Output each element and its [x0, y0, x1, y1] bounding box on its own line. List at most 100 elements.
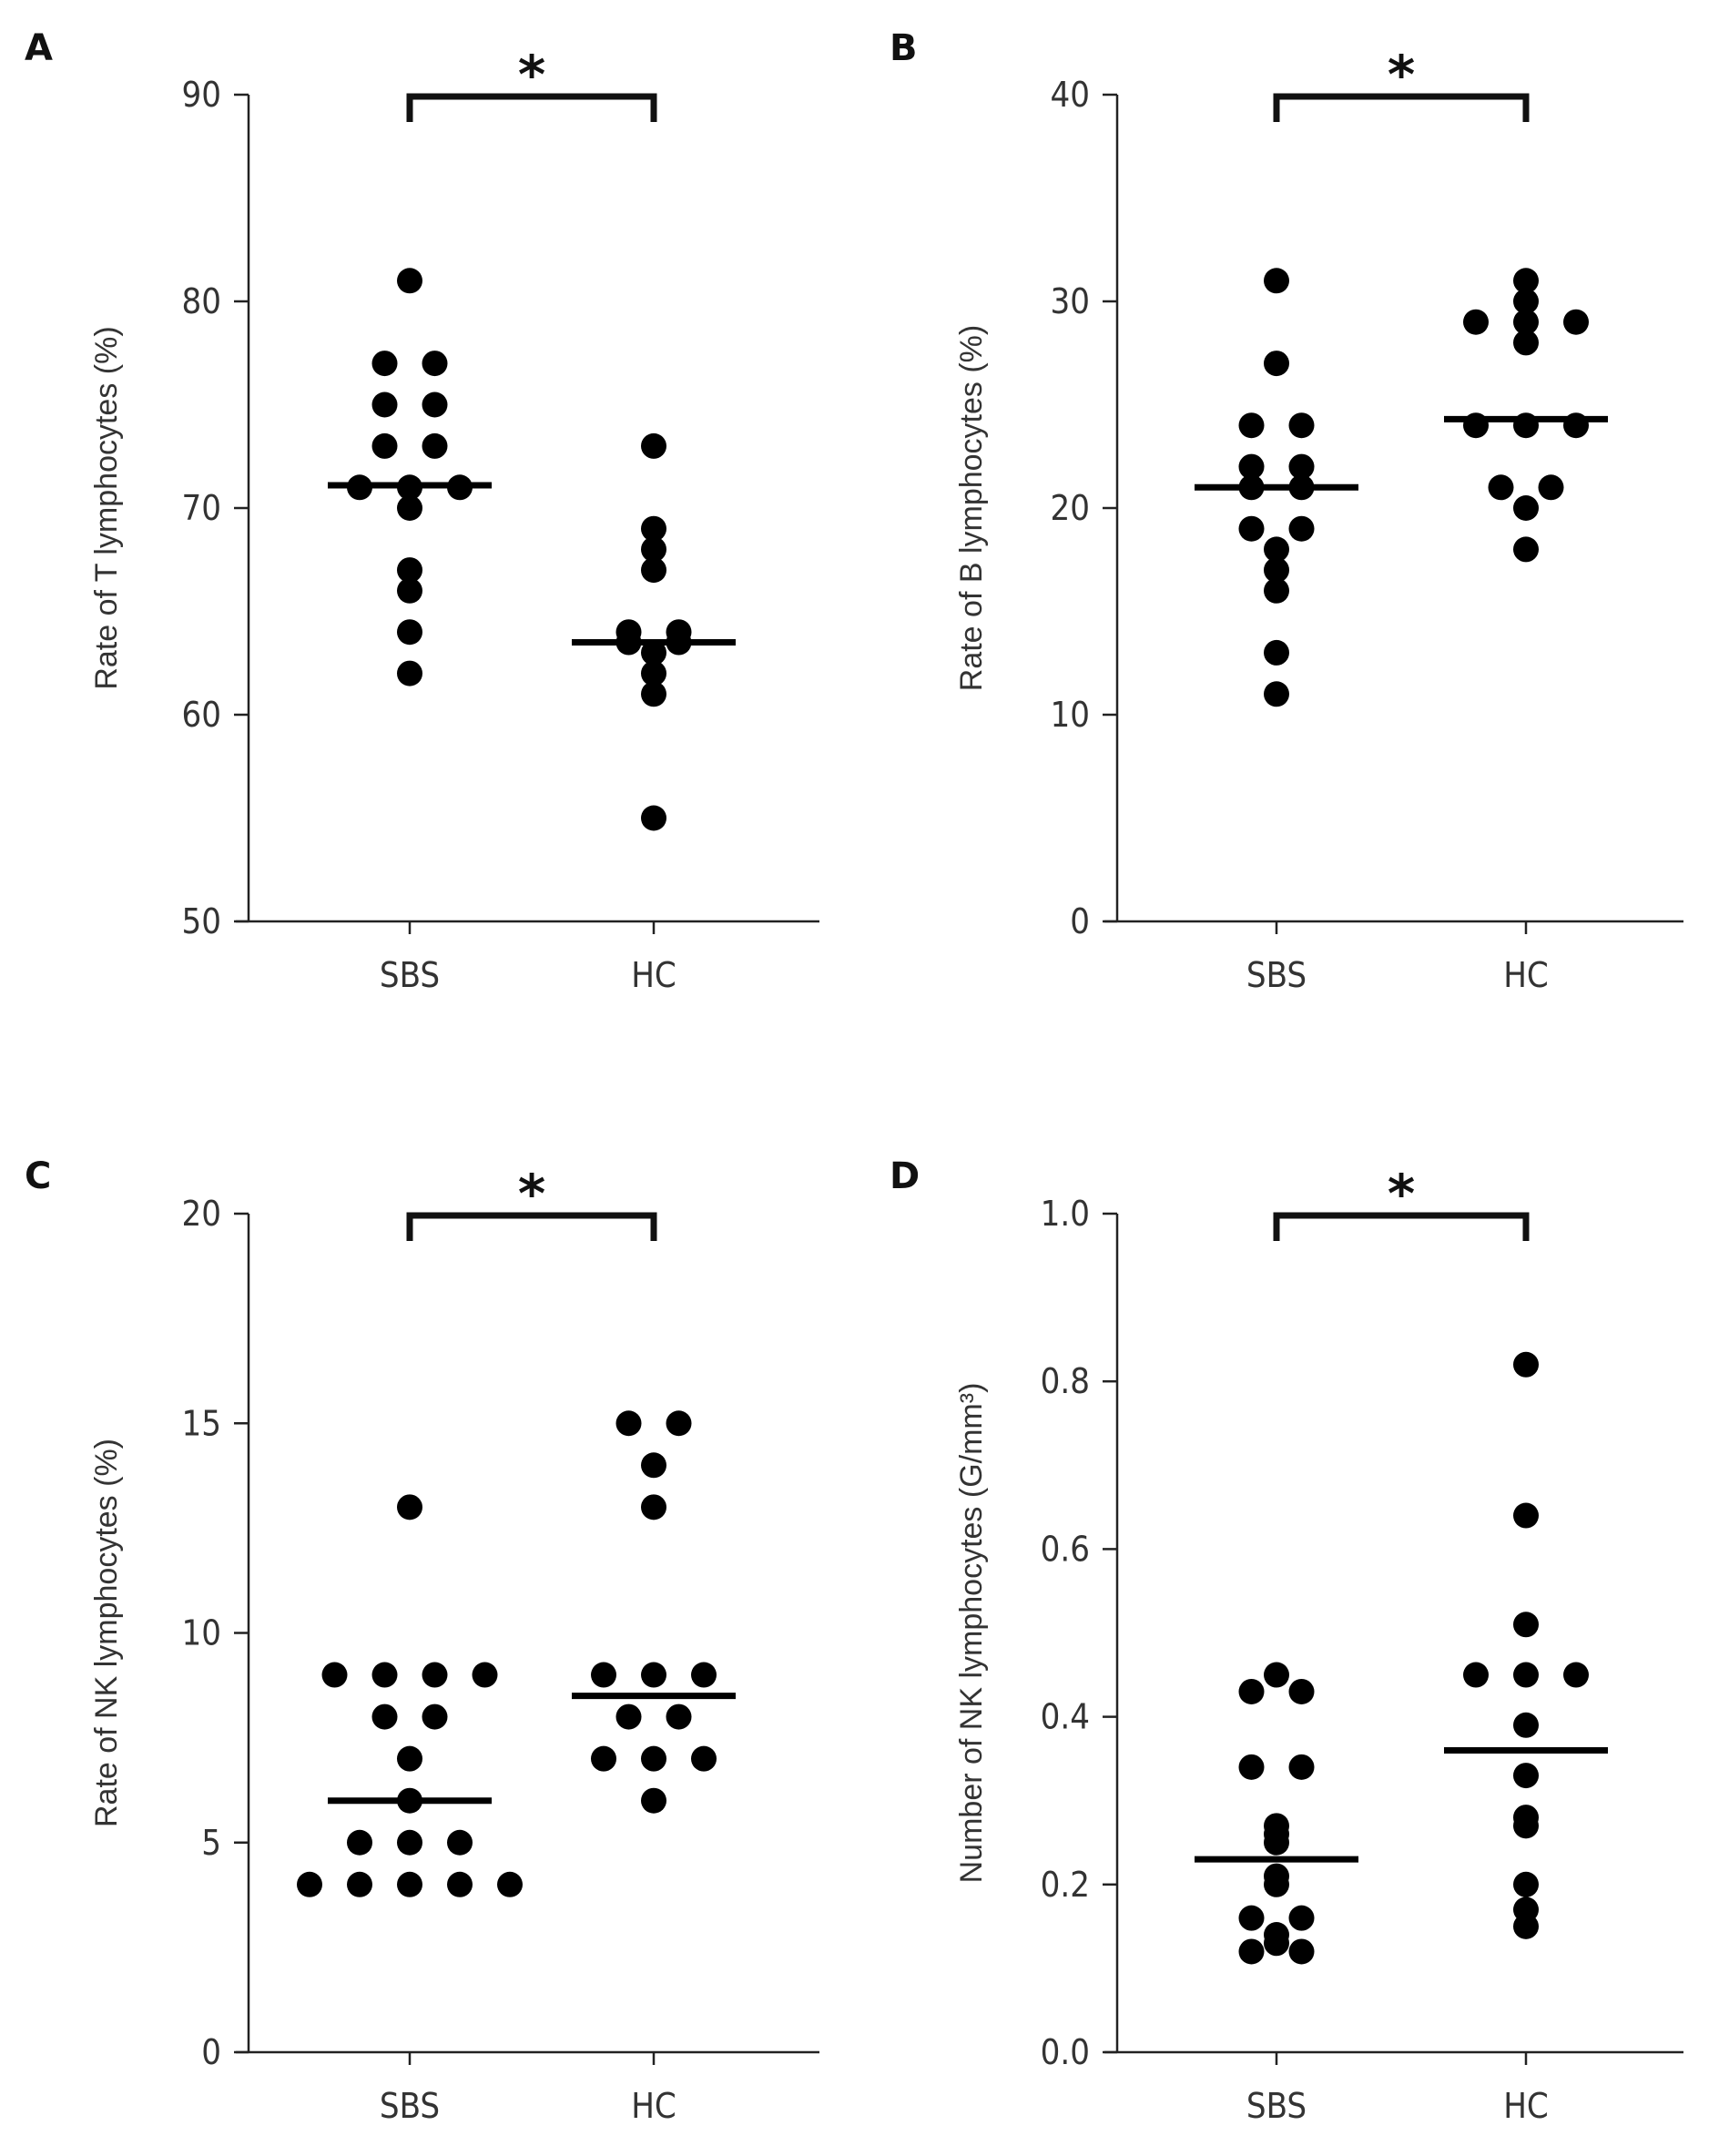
data-point-sbs — [1264, 639, 1289, 666]
significance-bracket — [1273, 1212, 1530, 1241]
data-point-hc — [691, 1662, 717, 1688]
y-tick-label: 0.0 — [1041, 2032, 1090, 2072]
y-tick-label: 0 — [1070, 901, 1090, 941]
data-point-hc — [641, 557, 666, 584]
y-axis-title: Rate of NK lymphocytes (%) — [89, 1439, 124, 1827]
data-point-sbs — [297, 1871, 322, 1897]
data-point-hc — [641, 1787, 666, 1814]
significance-star: * — [1388, 1163, 1415, 1225]
data-point-hc — [1513, 268, 1539, 294]
significance-bracket — [1273, 93, 1530, 122]
data-point-hc — [1513, 1813, 1539, 1839]
data-point-sbs — [1264, 351, 1289, 377]
y-tick-label: 50 — [182, 901, 222, 941]
y-axis-title: Rate of T lymphocytes (%) — [89, 326, 124, 689]
y-tick-label: 30 — [1051, 281, 1091, 321]
data-point-sbs — [1264, 1930, 1289, 1957]
data-point-sbs — [397, 1871, 422, 1897]
data-point-sbs — [371, 1703, 398, 1730]
data-point-sbs — [371, 432, 398, 459]
data-point-hc — [591, 1662, 616, 1688]
panel-letter: A — [25, 27, 53, 69]
data-point-hc — [1513, 309, 1539, 335]
data-point-sbs — [497, 1871, 523, 1897]
significance-bracket — [406, 93, 657, 122]
data-point-hc — [1513, 495, 1539, 521]
chart-d: D 0.0 0.2 0.4 0.6 0.8 1.0 SBS HC Number of NK lym… — [890, 1155, 1683, 2126]
y-tick-label: 0 — [201, 2032, 221, 2072]
data-point-hc — [1463, 1662, 1489, 1688]
data-point-sbs — [422, 351, 448, 377]
y-tick-label: 1.0 — [1041, 1194, 1090, 1234]
x-tick-label-sbs: SBS — [380, 955, 440, 995]
data-point-sbs — [1264, 536, 1289, 563]
panel-letter: D — [890, 1155, 920, 1197]
y-tick-label: 0.4 — [1041, 1697, 1090, 1737]
panel-b: B 0 10 20 30 40 SBS HC Rate of B lymphocytes (%)… — [865, 0, 1729, 1078]
data-point-sbs — [1264, 268, 1289, 294]
data-point-hc — [1513, 1871, 1539, 1897]
data-point-hc — [641, 1745, 666, 1772]
data-point-hc — [691, 1745, 717, 1772]
data-point-hc — [1563, 1662, 1589, 1688]
data-point-sbs — [472, 1662, 498, 1688]
data-point-sbs — [397, 495, 422, 521]
significance-bracket — [406, 1212, 657, 1241]
data-point-sbs — [1288, 1905, 1315, 1931]
data-point-sbs — [1288, 1754, 1315, 1780]
data-point-sbs — [422, 432, 448, 459]
y-tick-label: 10 — [182, 1613, 222, 1653]
data-point-sbs — [371, 351, 398, 377]
data-point-sbs — [1288, 1938, 1315, 1965]
data-point-sbs — [397, 268, 422, 294]
data-point-sbs — [1264, 1829, 1289, 1856]
data-point-hc — [641, 1452, 666, 1479]
data-point-sbs — [397, 1494, 422, 1520]
panel-letter: B — [890, 27, 918, 69]
data-point-hc — [641, 660, 666, 686]
data-point-sbs — [447, 1829, 473, 1856]
y-tick-label: 0.2 — [1041, 1865, 1090, 1905]
data-point-hc — [615, 1703, 642, 1730]
y-tick-label: 10 — [1051, 695, 1091, 735]
y-axis-title: Rate of B lymphocytes (%) — [954, 325, 989, 691]
y-tick-label: 0.8 — [1041, 1361, 1090, 1401]
y-tick-label: 20 — [1051, 488, 1091, 528]
y-axis-title: Number of NK lymphocytes (G/mm³) — [954, 1383, 989, 1884]
data-point-hc — [1513, 1351, 1539, 1378]
data-point-sbs — [397, 1745, 422, 1772]
panel-d: D 0.0 0.2 0.4 0.6 0.8 1.0 SBS HC Number of NK lym… — [865, 1078, 1729, 2156]
data-point-hc — [641, 1494, 666, 1520]
data-point-hc — [641, 681, 666, 707]
data-point-hc — [1513, 289, 1539, 314]
data-point-sbs — [1264, 1662, 1289, 1688]
data-point-hc — [1513, 1662, 1539, 1688]
data-point-hc — [1538, 474, 1564, 501]
data-point-sbs — [1238, 1905, 1265, 1931]
data-point-sbs — [1264, 1871, 1289, 1897]
x-tick-label-sbs: SBS — [1246, 2086, 1307, 2126]
panel-letter: C — [25, 1155, 51, 1197]
data-point-hc — [666, 1703, 692, 1730]
data-point-sbs — [397, 577, 422, 604]
data-point-hc — [641, 639, 666, 666]
x-tick-label-sbs: SBS — [380, 2086, 440, 2126]
data-point-sbs — [1238, 1678, 1265, 1704]
data-point-sbs — [397, 619, 422, 646]
data-point-sbs — [321, 1662, 348, 1688]
data-point-hc — [1488, 474, 1514, 501]
data-point-sbs — [1238, 453, 1265, 480]
data-point-sbs — [397, 1829, 422, 1856]
y-tick-label: 90 — [182, 75, 222, 115]
data-point-sbs — [1288, 412, 1315, 439]
data-point-sbs — [347, 1829, 372, 1856]
data-point-sbs — [371, 1662, 398, 1688]
data-point-hc — [1463, 309, 1489, 335]
data-point-hc — [1513, 1712, 1539, 1738]
significance-star: * — [518, 44, 545, 106]
data-point-hc — [1513, 330, 1539, 356]
data-point-hc — [615, 1410, 642, 1437]
x-tick-label-hc: HC — [631, 955, 676, 995]
data-point-sbs — [422, 1703, 448, 1730]
data-point-sbs — [1238, 1938, 1265, 1965]
